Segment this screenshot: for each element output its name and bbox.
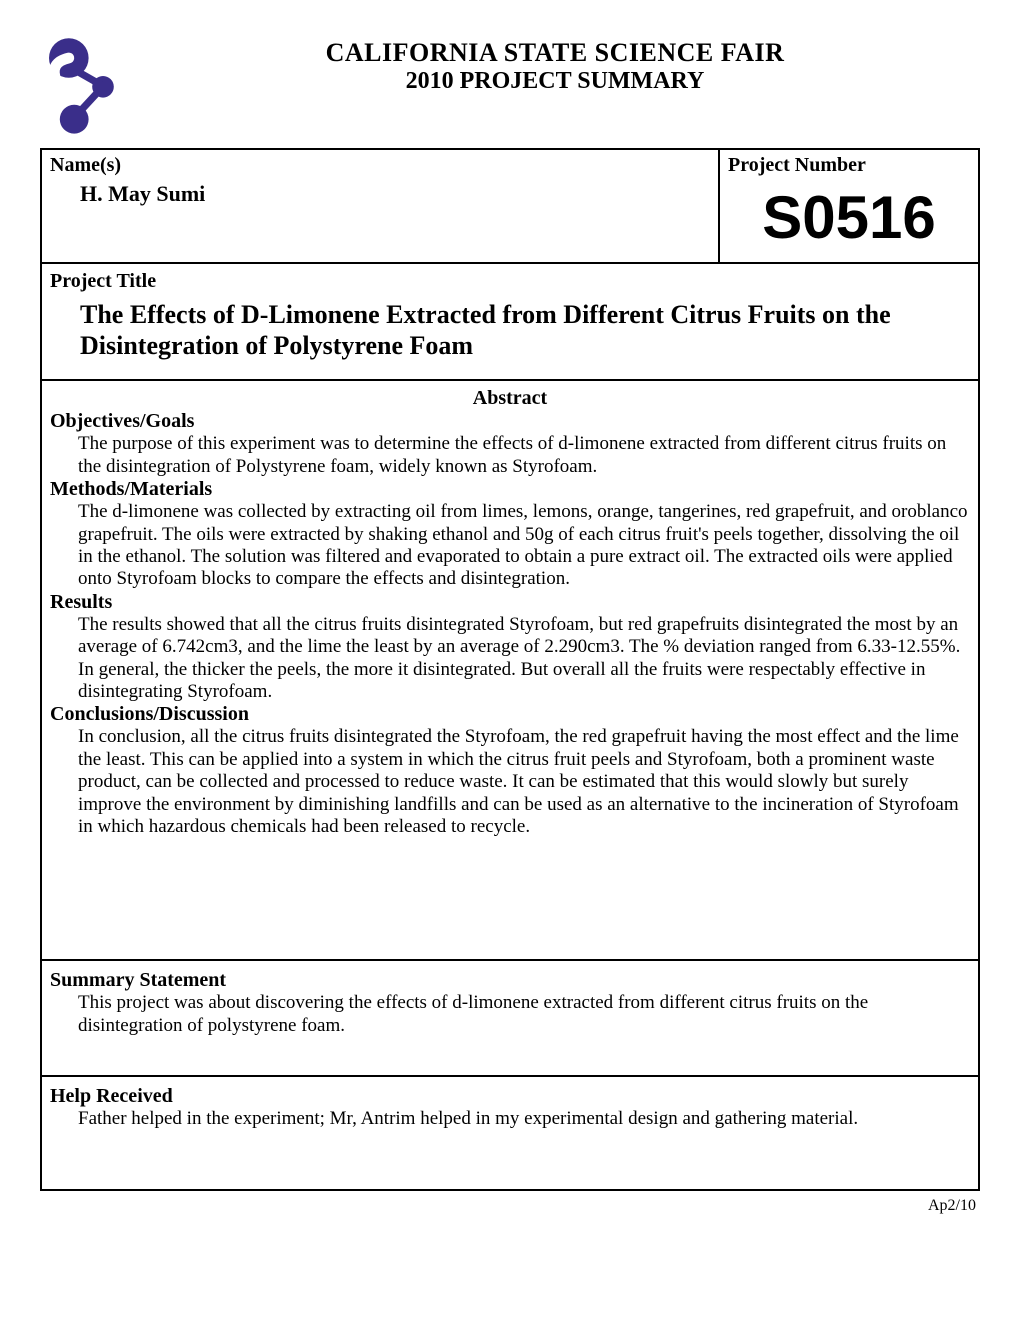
abstract-heading: Abstract	[50, 387, 970, 410]
help-label: Help Received	[50, 1085, 970, 1108]
results-text: The results showed that all the citrus f…	[50, 614, 970, 704]
top-row: Name(s) H. May Sumi Project Number S0516	[42, 150, 978, 264]
conclusions-text: In conclusion, all the citrus fruits dis…	[50, 726, 970, 838]
header-title-2: 2010 PROJECT SUMMARY	[130, 68, 980, 95]
header: CALIFORNIA STATE SCIENCE FAIR 2010 PROJE…	[40, 30, 980, 140]
names-label: Name(s)	[50, 154, 710, 177]
logo-icon	[40, 30, 130, 140]
footer-text: Ap2/10	[40, 1191, 980, 1215]
methods-label: Methods/Materials	[50, 478, 970, 501]
abstract-cell: Abstract Objectives/Goals The purpose of…	[42, 381, 978, 961]
objectives-text: The purpose of this experiment was to de…	[50, 433, 970, 478]
names-value: H. May Sumi	[50, 177, 710, 207]
help-cell: Help Received Father helped in the exper…	[42, 1077, 978, 1188]
header-title-1: CALIFORNIA STATE SCIENCE FAIR	[130, 38, 980, 68]
project-number-value: S0516	[728, 177, 970, 252]
conclusions-label: Conclusions/Discussion	[50, 703, 970, 726]
project-title-value: The Effects of D-Limonene Extracted from…	[50, 293, 970, 361]
summary-text: This project was about discovering the e…	[50, 992, 970, 1037]
project-number-cell: Project Number S0516	[718, 150, 978, 262]
project-number-label: Project Number	[728, 154, 970, 177]
main-form: Name(s) H. May Sumi Project Number S0516…	[40, 148, 980, 1191]
results-label: Results	[50, 591, 970, 614]
summary-cell: Summary Statement This project was about…	[42, 961, 978, 1077]
project-title-cell: Project Title The Effects of D-Limonene …	[42, 264, 978, 381]
header-title-block: CALIFORNIA STATE SCIENCE FAIR 2010 PROJE…	[130, 30, 980, 95]
name-cell: Name(s) H. May Sumi	[42, 150, 718, 262]
methods-text: The d-limonene was collected by extracti…	[50, 501, 970, 591]
help-text: Father helped in the experiment; Mr, Ant…	[50, 1108, 970, 1130]
objectives-label: Objectives/Goals	[50, 410, 970, 433]
summary-label: Summary Statement	[50, 969, 970, 992]
project-title-label: Project Title	[50, 270, 970, 293]
